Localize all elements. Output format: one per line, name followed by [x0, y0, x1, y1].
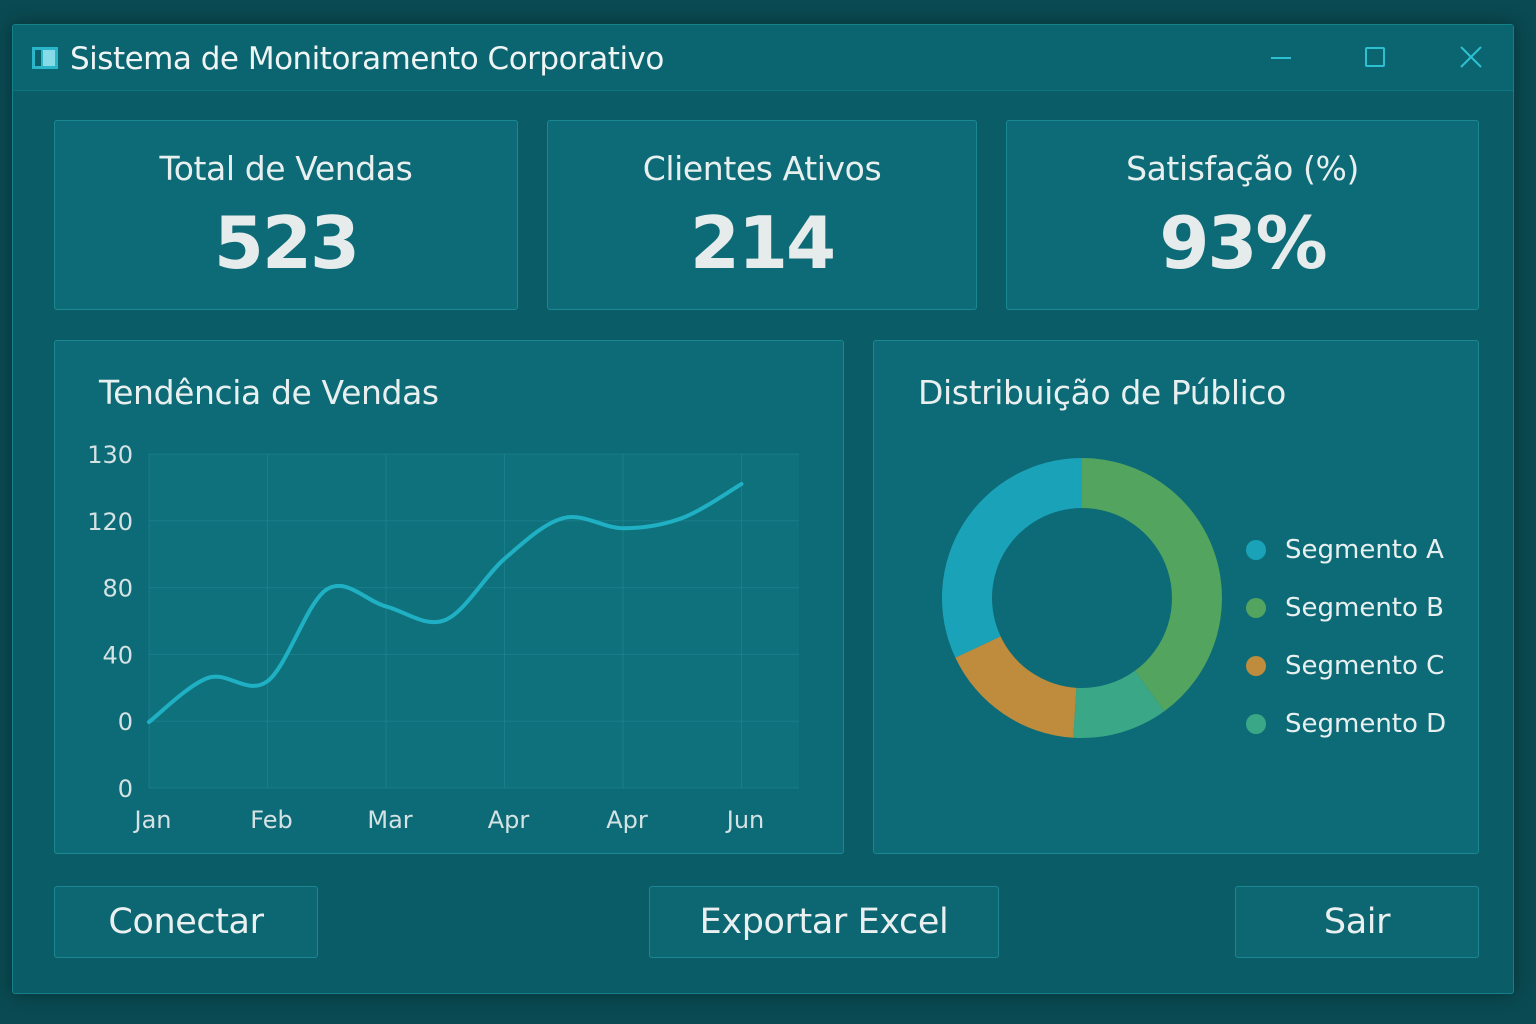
x-tick-label: Apr	[488, 806, 530, 834]
legend-label: Segmento D	[1285, 709, 1447, 739]
kpi-card-active-clients: Clientes Ativos 214	[547, 120, 977, 310]
kpi-card-total-sales: Total de Vendas 523	[54, 120, 518, 310]
y-tick-label: 80	[102, 575, 133, 603]
y-tick-label: 0	[118, 708, 133, 736]
legend-item: Segmento C	[1246, 637, 1446, 695]
y-tick-label: 40	[102, 641, 133, 669]
kpi-label: Clientes Ativos	[642, 149, 882, 188]
window-title: Sistema de Monitoramento Corporativo	[70, 41, 664, 77]
minimize-button[interactable]	[1259, 39, 1303, 75]
y-tick-label: 130	[87, 441, 133, 469]
x-tick-label: Jun	[725, 806, 765, 834]
audience-distribution-panel: Distribuição de Público Segmento A Segme…	[873, 340, 1479, 854]
audience-donut-chart	[942, 458, 1222, 738]
donut-slice-segmento-d	[1073, 670, 1165, 738]
kpi-value: 93%	[1159, 201, 1327, 285]
x-tick-label: Jan	[133, 806, 172, 834]
maximize-icon	[1365, 47, 1385, 67]
panel-title: Distribuição de Público	[918, 373, 1286, 412]
x-tick-label: Mar	[367, 806, 412, 834]
kpi-card-satisfaction: Satisfação (%) 93%	[1006, 120, 1479, 310]
legend-item: Segmento B	[1246, 579, 1446, 637]
x-tick-label: Feb	[250, 806, 293, 834]
sales-line-chart: 0 0 40 80 120 130 Jan Feb Mar Apr Apr Jun	[87, 441, 799, 834]
kpi-label: Total de Vendas	[159, 149, 413, 188]
title-bar[interactable]: Sistema de Monitoramento Corporativo	[13, 25, 1513, 91]
legend-item: Segmento A	[1246, 521, 1446, 579]
donut-slice-segmento-a	[942, 458, 1082, 658]
export-excel-button[interactable]: Exportar Excel	[649, 886, 999, 958]
app-window: Sistema de Monitoramento Corporativo Tot…	[12, 24, 1514, 994]
panel-title: Tendência de Vendas	[99, 373, 439, 412]
sales-trend-panel: Tendência de Vendas 0 0 40 80 120 130 Jan Feb Ma…	[54, 340, 844, 854]
exit-button[interactable]: Sair	[1235, 886, 1479, 958]
legend-swatch	[1246, 598, 1266, 618]
legend-swatch	[1246, 714, 1266, 734]
donut-slice-segmento-b	[1082, 458, 1222, 712]
legend-swatch	[1246, 540, 1266, 560]
kpi-value: 214	[689, 201, 836, 285]
donut-slice-segmento-c	[955, 636, 1077, 738]
close-button[interactable]	[1449, 39, 1493, 75]
y-tick-label: 0	[118, 775, 133, 803]
kpi-value: 523	[213, 201, 360, 285]
legend-swatch	[1246, 656, 1266, 676]
kpi-label: Satisfação (%)	[1126, 149, 1359, 188]
chart-legend: Segmento A Segmento B Segmento C Segment…	[1246, 521, 1446, 753]
connect-button[interactable]: Conectar	[54, 886, 318, 958]
plot-area	[149, 454, 799, 788]
minimize-icon	[1271, 57, 1291, 59]
y-tick-label: 120	[87, 508, 133, 536]
sales-series-line	[147, 482, 744, 724]
legend-label: Segmento C	[1285, 651, 1445, 681]
maximize-button[interactable]	[1353, 39, 1397, 75]
x-tick-label: Apr	[606, 806, 648, 834]
legend-label: Segmento A	[1285, 535, 1444, 565]
legend-label: Segmento B	[1285, 593, 1445, 623]
legend-item: Segmento D	[1246, 695, 1446, 753]
app-window-icon	[32, 47, 58, 69]
close-icon	[1460, 46, 1482, 68]
